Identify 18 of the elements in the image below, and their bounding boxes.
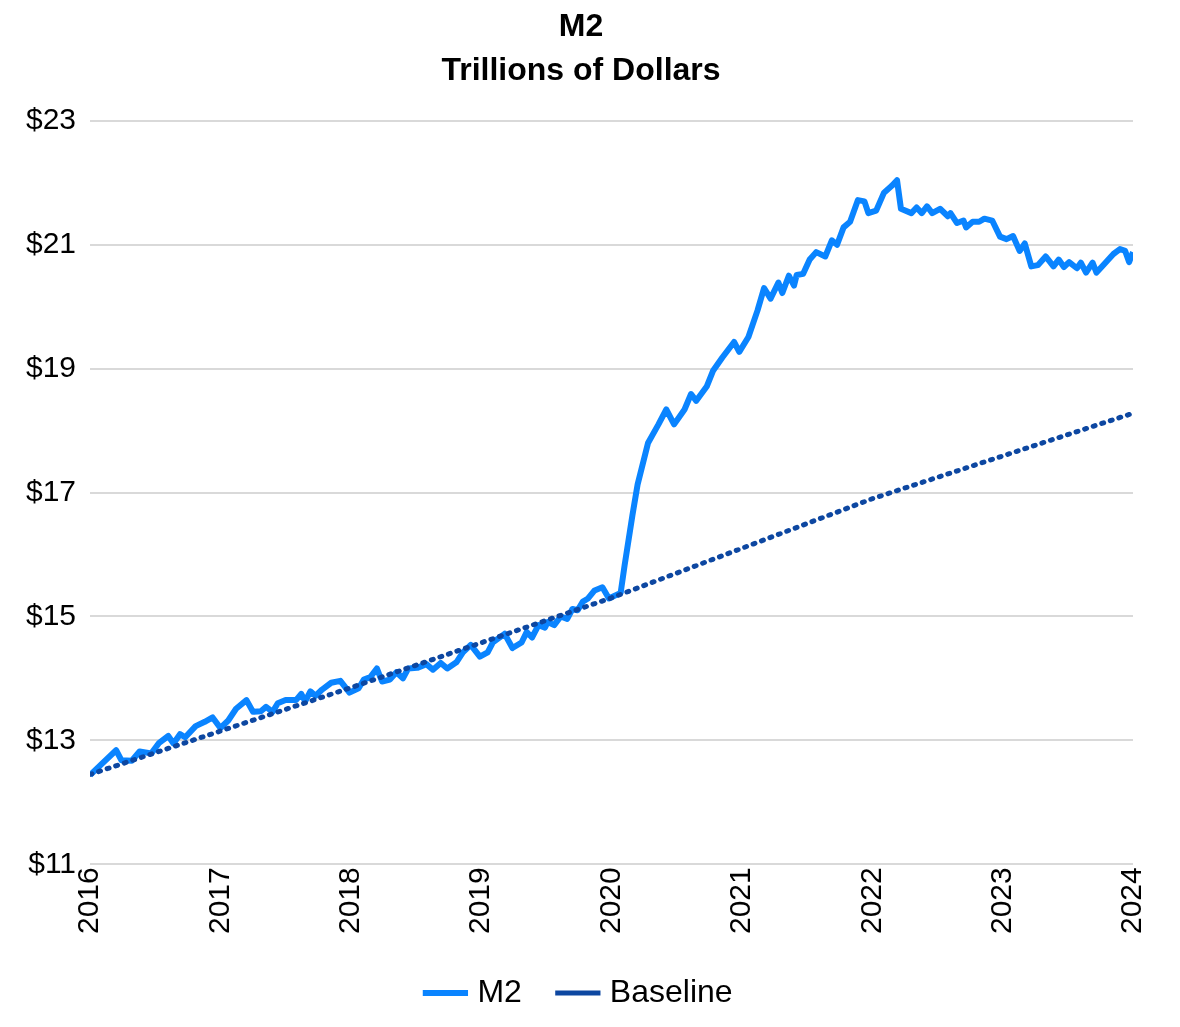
y-tick-label: $13 [25, 721, 77, 755]
y-tick-label: $17 [25, 473, 77, 507]
x-tick-label: 2023 [983, 867, 1017, 935]
x-tick-label: 2020 [592, 867, 626, 935]
y-tick-label: $19 [25, 349, 77, 383]
x-tick-label: 2017 [201, 867, 235, 935]
chart-title: M2 [558, 7, 604, 44]
y-tick-label: $21 [25, 225, 77, 259]
y-tick-label: $15 [25, 597, 77, 631]
chart-subtitle: Trillions of Dollars [441, 51, 721, 88]
x-tick-label: 2022 [853, 867, 887, 935]
legend-label: M2 [477, 972, 522, 1009]
legend-label: Baseline [609, 972, 733, 1009]
x-tick-label: 2024 [1114, 867, 1148, 935]
x-tick-label: 2021 [723, 867, 757, 935]
y-tick-label: $23 [25, 102, 77, 136]
x-tick-label: 2019 [462, 867, 496, 935]
x-tick-label: 2018 [332, 867, 366, 935]
